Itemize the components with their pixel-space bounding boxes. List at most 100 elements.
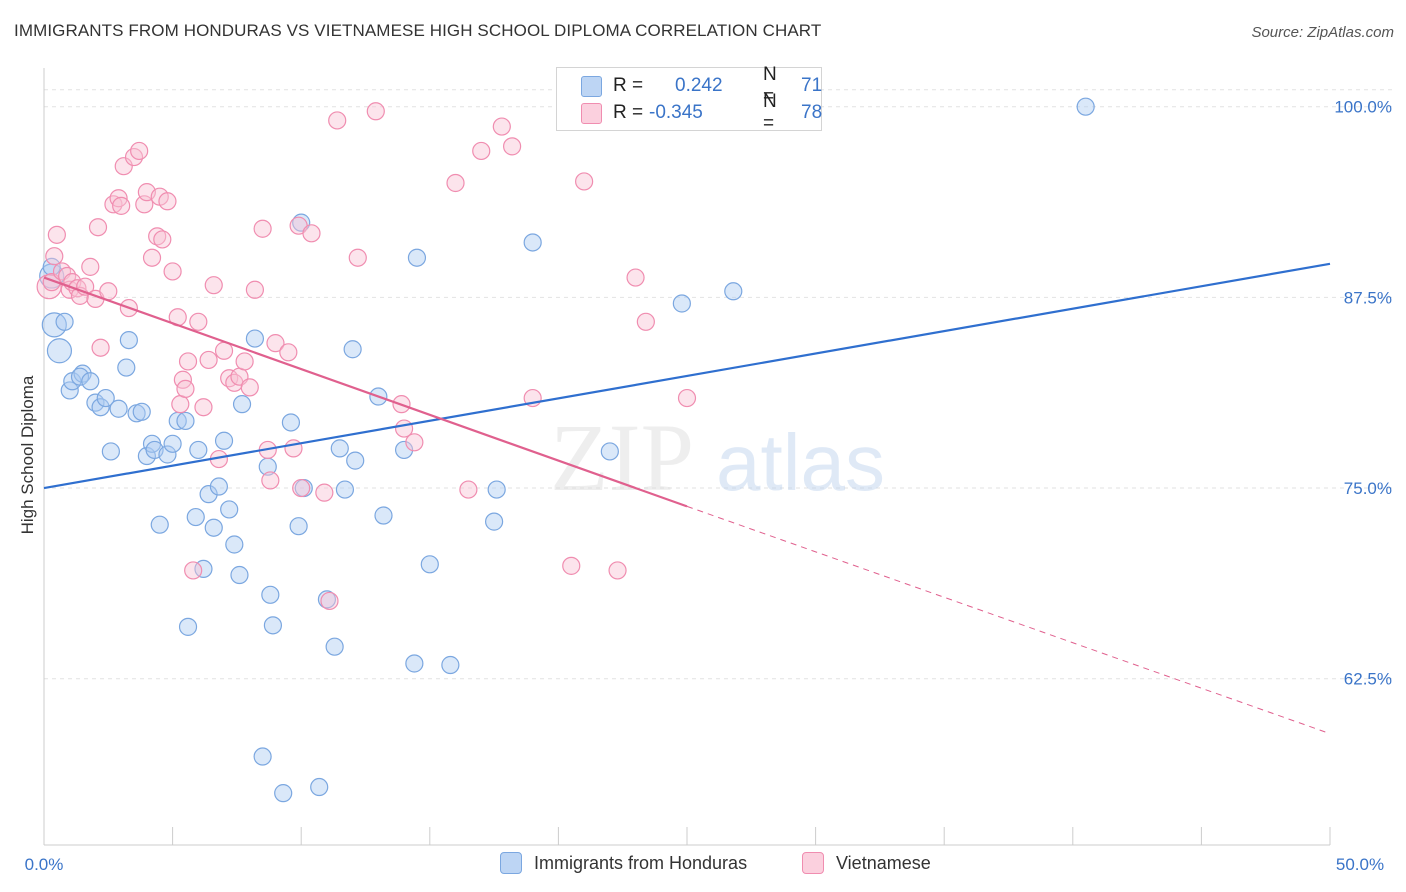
data-point [575, 172, 594, 191]
data-point [374, 506, 393, 525]
data-point [472, 141, 491, 161]
data-point [608, 561, 627, 580]
stats-row-honduras: R = 0.242 N = 71 [581, 64, 822, 107]
data-point [328, 111, 347, 130]
n-value: 71 [801, 75, 823, 96]
data-point [184, 561, 203, 580]
n-value: 78 [801, 102, 823, 123]
data-point [485, 512, 504, 531]
data-point [189, 440, 208, 460]
data-point [199, 350, 218, 370]
legend-item-honduras: Immigrants from Honduras [500, 852, 747, 874]
data-point [261, 585, 280, 604]
data-point [523, 233, 542, 252]
data-point [204, 276, 223, 295]
data-point [405, 433, 424, 452]
data-point [310, 777, 329, 797]
data-point [343, 340, 362, 359]
data-point [492, 117, 511, 136]
data-point [325, 637, 344, 656]
data-point [253, 747, 272, 766]
data-point [394, 440, 414, 460]
data-point [158, 192, 177, 211]
axes [43, 68, 1331, 846]
r-label: R = [613, 102, 644, 123]
legend-swatch-vietnamese [802, 852, 824, 874]
data-point [366, 102, 385, 121]
tick-labels: 62.5% 75.0% 87.5% 100.0% 0.0% 50.0% [25, 98, 1392, 874]
data-point [148, 227, 167, 246]
data-point [117, 358, 136, 377]
data-point [101, 442, 120, 461]
data-point [724, 282, 743, 301]
data-point [55, 312, 74, 331]
y-axis-label: High School Diploma [18, 375, 37, 535]
data-point [600, 442, 619, 461]
data-point [245, 280, 265, 299]
data-point [214, 431, 234, 450]
data-point [626, 268, 645, 287]
legend-swatch-honduras [500, 852, 522, 874]
data-point [245, 329, 265, 348]
data-point [176, 411, 195, 431]
data-point [130, 141, 149, 161]
data-point [70, 367, 90, 386]
data-point [178, 352, 198, 371]
data-point [279, 343, 298, 362]
trend-line [43, 276, 688, 508]
data-point [91, 338, 110, 357]
data-point [261, 471, 280, 490]
data-point [194, 398, 213, 417]
y-tick-label: 87.5% [1344, 288, 1392, 307]
legend-label-honduras: Immigrants from Honduras [534, 852, 748, 873]
data-point [232, 395, 252, 414]
data-point [73, 364, 92, 383]
data-point [199, 485, 218, 504]
data-point [88, 218, 108, 237]
x-tick-label: 0.0% [25, 855, 64, 874]
data-point [636, 312, 655, 331]
data-point [47, 225, 66, 244]
data-point [289, 517, 308, 536]
data-point [119, 330, 138, 350]
x-tick-label: 50.0% [1336, 855, 1384, 874]
r-label: R = [613, 75, 644, 96]
data-point [163, 262, 182, 281]
data-point [348, 248, 367, 267]
y-tick-label: 62.5% [1344, 670, 1392, 689]
data-point [441, 655, 460, 675]
data-point [274, 784, 293, 803]
data-point [335, 480, 355, 499]
data-point [672, 294, 691, 313]
n-label: N = [763, 91, 777, 134]
source-label: Source: ZipAtlas.com [1251, 24, 1394, 41]
watermark-zip: ZIP [550, 404, 694, 511]
series-vietnamese [36, 102, 697, 611]
data-point [109, 399, 128, 418]
stats-box: R = 0.242 N = 71 R = -0.345 N = 78 [556, 64, 822, 134]
y-tick-label: 75.0% [1344, 479, 1392, 498]
data-point [178, 617, 198, 636]
data-point [1076, 97, 1095, 116]
data-point [225, 535, 244, 554]
data-point [405, 654, 424, 673]
data-point [171, 395, 190, 414]
stats-swatch-honduras [581, 75, 602, 97]
n-label: N = [763, 64, 777, 107]
data-point [562, 556, 581, 575]
data-point [45, 247, 64, 266]
data-point [81, 372, 100, 391]
data-point [204, 518, 223, 537]
data-point [153, 230, 172, 249]
data-point [189, 312, 208, 331]
r-value: 0.242 [675, 75, 723, 96]
data-point [253, 219, 272, 238]
data-point [240, 378, 259, 397]
data-point [209, 477, 228, 496]
r-value: -0.345 [649, 102, 703, 123]
stats-row-vietnamese: R = -0.345 N = 78 [581, 91, 822, 134]
trend-layer [43, 262, 1331, 735]
data-point [459, 480, 478, 499]
data-point [112, 196, 131, 215]
data-point [46, 338, 73, 364]
